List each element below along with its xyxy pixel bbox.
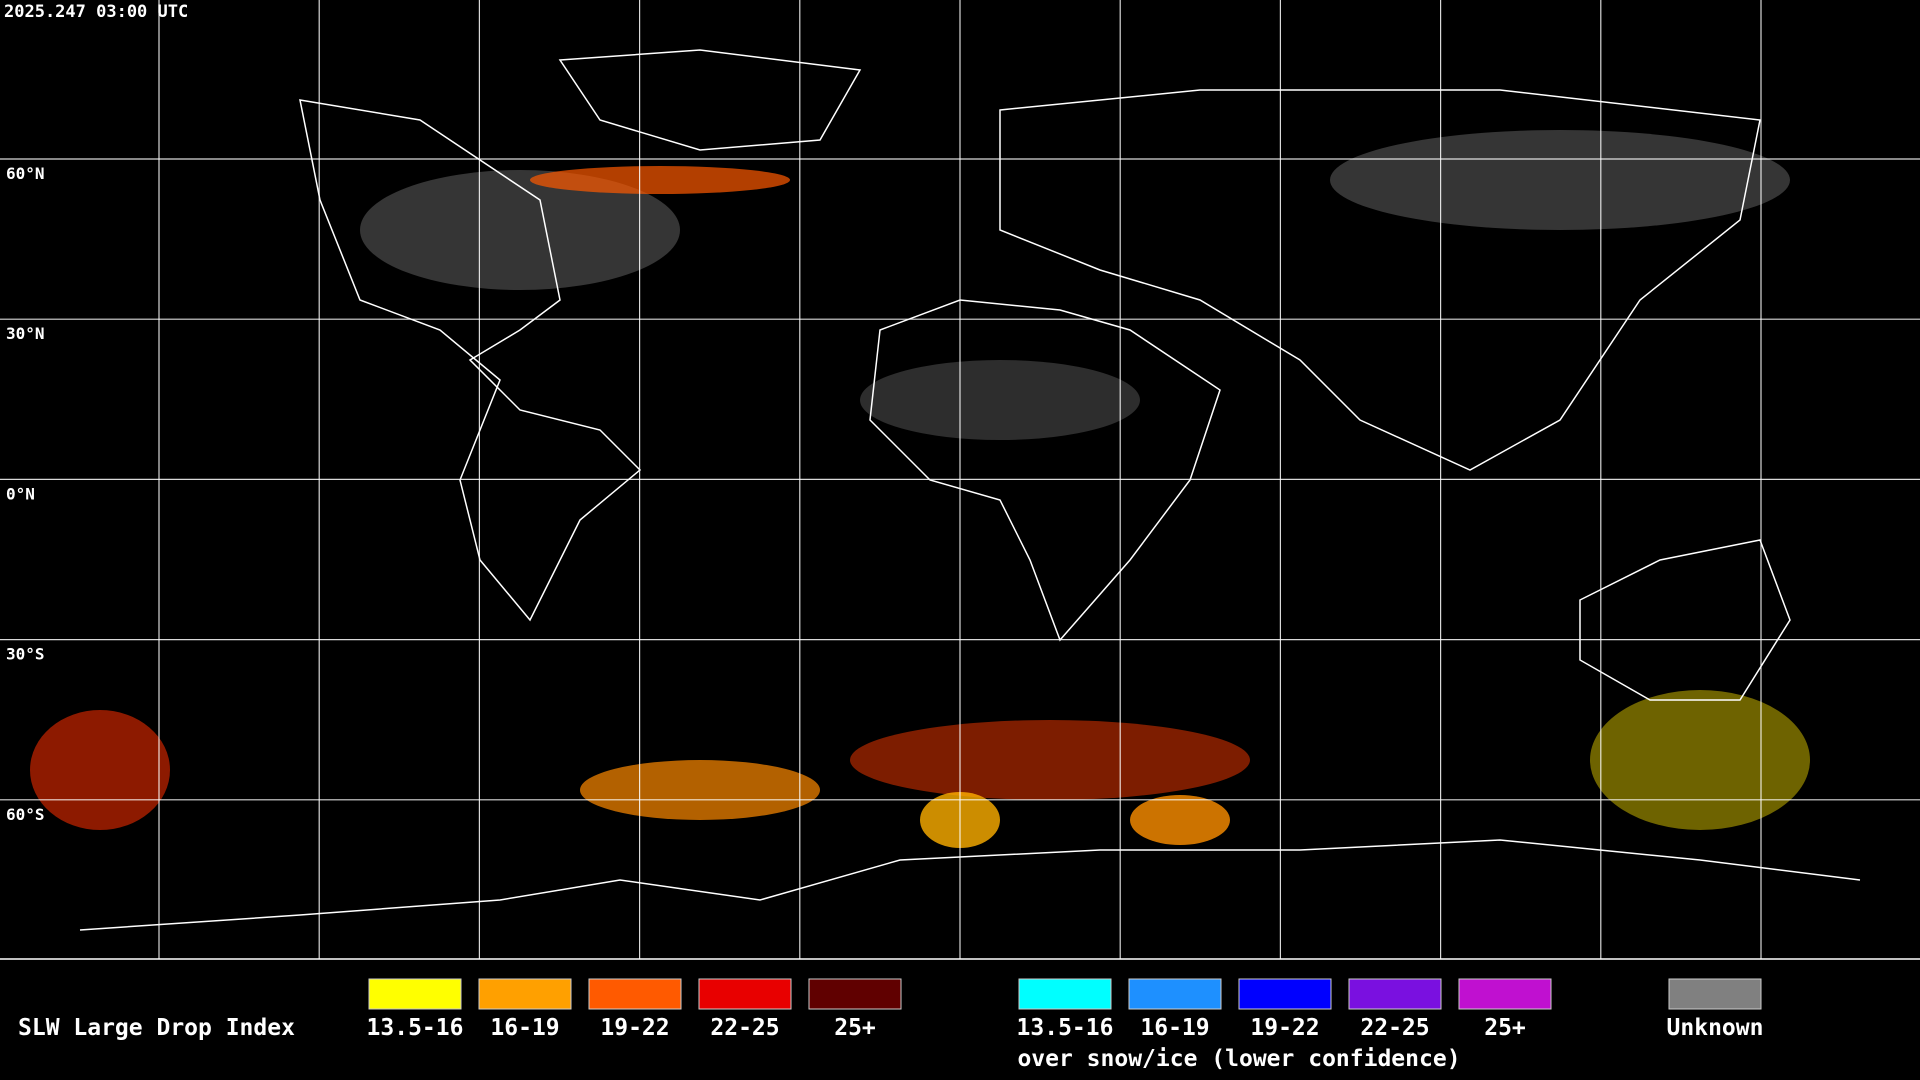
cloud-patch [530,166,790,194]
latitude-labels: 60°N 30°N 0°N 30°S 60°S [6,164,45,824]
cloud-patch [860,360,1140,440]
cloud-patch [580,760,820,820]
legend-swatch [1018,978,1112,1010]
legend-label: 13.5-16 [367,1015,464,1041]
legend-swatch [1458,978,1552,1010]
legend-label: 25+ [834,1015,876,1041]
graticule [0,0,1920,959]
legend-label: 13.5-16 [1017,1015,1114,1041]
coastline [558,49,862,151]
latitude-label: 60°N [6,164,45,183]
cloud-patch [360,170,680,290]
legend-label: 19-22 [1250,1015,1319,1041]
legend-label: 25+ [1484,1015,1526,1041]
latitude-label: 30°N [6,324,45,343]
legend: 13.5-16 16-19 19-22 22-25 25+ 13.5-16 16-19 19-… [367,978,1764,1041]
legend-title: SLW Large Drop Index [18,1015,295,1041]
legend-swatch [698,978,792,1010]
cloud-patch [850,720,1250,800]
legend-label: Unknown [1667,1015,1764,1041]
legend-swatch [1238,978,1332,1010]
legend-swatch [1128,978,1222,1010]
coastline [999,89,1761,471]
snow-caption: over snow/ice (lower confidence) [1017,1046,1460,1072]
legend-background [0,960,1920,1080]
cloud-patch [1330,130,1790,230]
legend-swatch [1668,978,1762,1010]
coastline [299,99,642,622]
latitude-label: 30°S [6,645,45,664]
legend-swatch [808,978,902,1010]
cloud-patch [1130,795,1230,845]
legend-swatch [588,978,682,1010]
timestamp: 2025.247 03:00 UTC [4,2,188,22]
latitude-label: 60°S [6,805,45,824]
coastline [79,839,1861,931]
coastline [1579,539,1791,701]
legend-swatch [368,978,462,1010]
latitude-label: 0°N [6,484,35,503]
cloud-patch [30,710,170,830]
legend-label: 19-22 [600,1015,669,1041]
legend-swatch [1348,978,1442,1010]
legend-swatch [478,978,572,1010]
legend-label: 16-19 [490,1015,559,1041]
legend-label: 16-19 [1140,1015,1209,1041]
cloud-patch [1590,690,1810,830]
legend-label: 22-25 [1360,1015,1429,1041]
legend-label: 22-25 [710,1015,779,1041]
